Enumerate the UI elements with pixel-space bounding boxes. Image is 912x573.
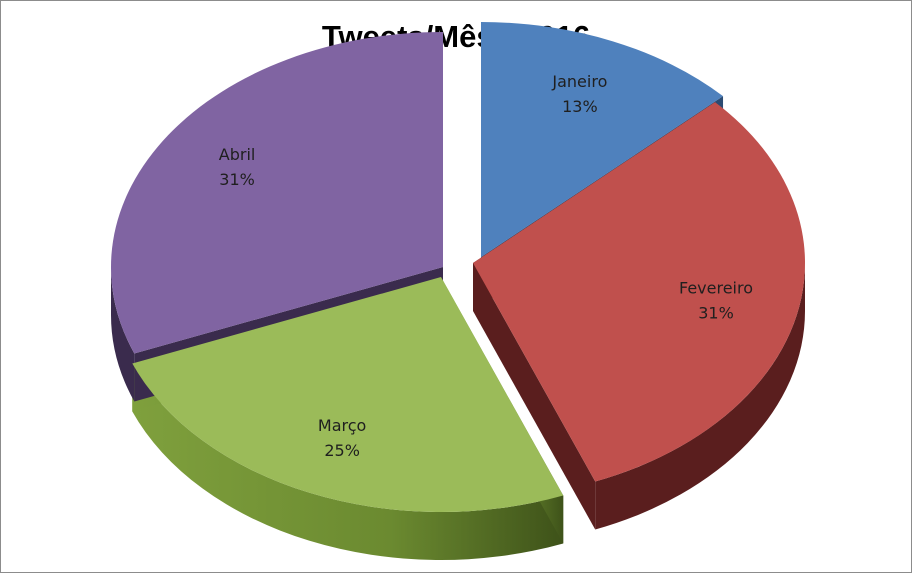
pie-side-abril [111, 267, 135, 402]
slice-label-marco: Março [318, 416, 366, 435]
pie-slice-janeiro [481, 22, 724, 257]
pie-side-fevereiro [473, 263, 596, 530]
slice-percent-abril: 31% [219, 170, 255, 189]
pie-side-marco [132, 363, 564, 560]
slice-percent-marco: 25% [324, 441, 360, 460]
slice-label-fevereiro: Fevereiro [679, 278, 753, 297]
slice-percent-janeiro: 13% [562, 97, 598, 116]
slice-label-janeiro: Janeiro [551, 72, 607, 91]
pie-slice-marco [132, 277, 564, 512]
pie-slice-fevereiro [473, 102, 805, 482]
pie-slice-abril [110, 32, 444, 354]
slice-label-abril: Abril [219, 145, 256, 164]
pie-side-fevereiro [595, 263, 805, 530]
slice-percent-fevereiro: 31% [698, 303, 734, 322]
